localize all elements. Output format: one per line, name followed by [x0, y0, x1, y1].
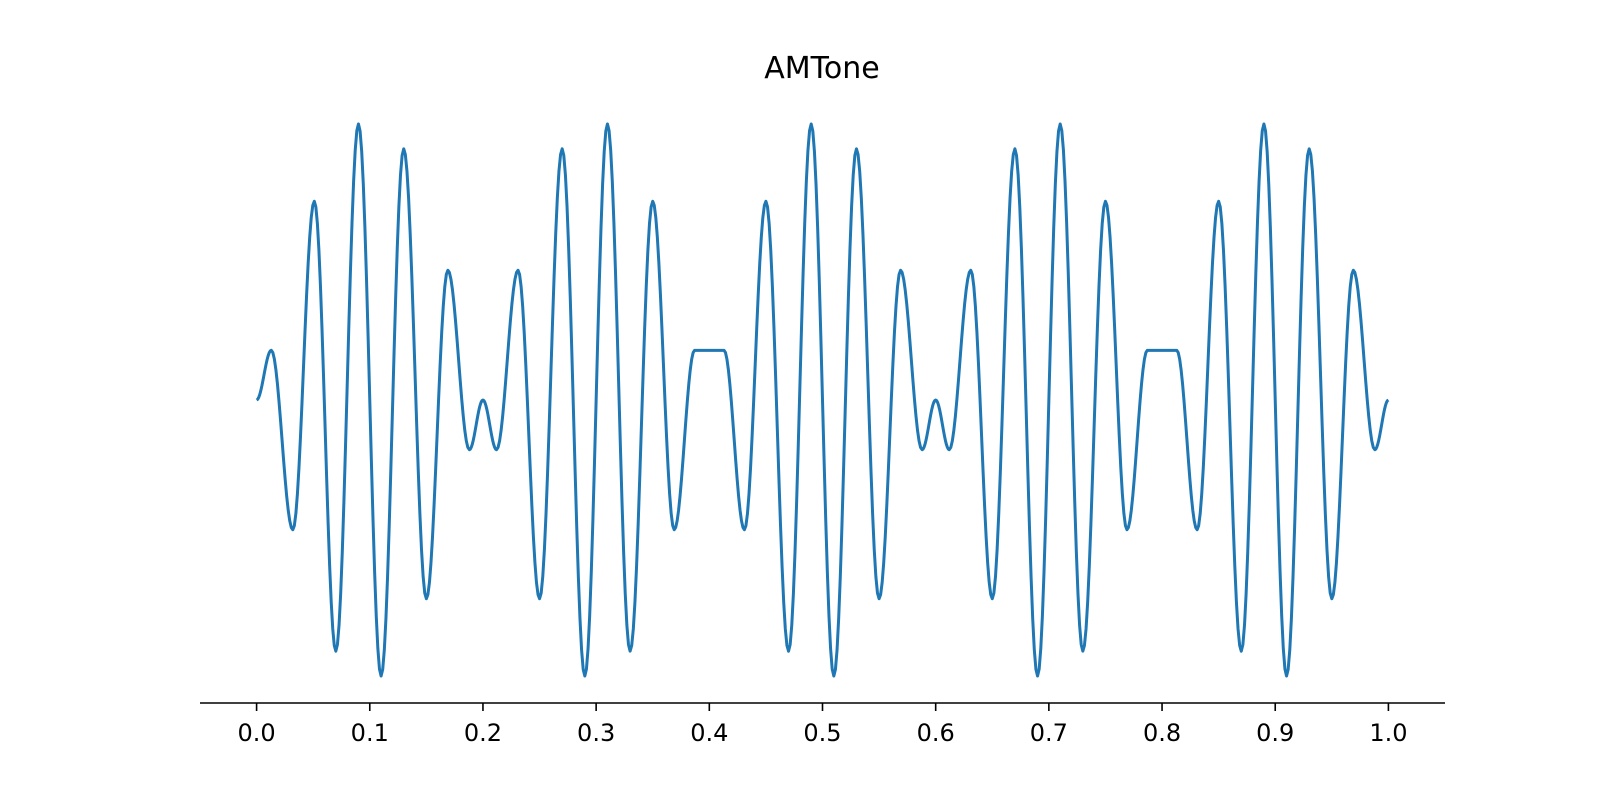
x-tick-label: 0.8	[1143, 719, 1181, 747]
x-tick-label: 0.3	[577, 719, 615, 747]
x-axis-ticks: 0.0 0.1 0.2 0.3 0.4 0.5 0.6 0.7 0.8 0.9 1.0	[238, 703, 1407, 747]
x-tick-label: 1.0	[1369, 719, 1407, 747]
x-tick-label: 0.1	[351, 719, 389, 747]
x-tick-label: 0.2	[464, 719, 502, 747]
chart-title: AMTone	[764, 51, 879, 86]
x-tick-label: 0.5	[803, 719, 841, 747]
x-tick-label: 0.4	[690, 719, 728, 747]
series-line-0	[255, 122, 1390, 678]
x-tick-label: 0.6	[917, 719, 955, 747]
x-tick-label: 0.0	[238, 719, 276, 747]
plot-area	[255, 122, 1390, 678]
x-tick-label: 0.9	[1256, 719, 1294, 747]
x-tick-label: 0.7	[1030, 719, 1068, 747]
